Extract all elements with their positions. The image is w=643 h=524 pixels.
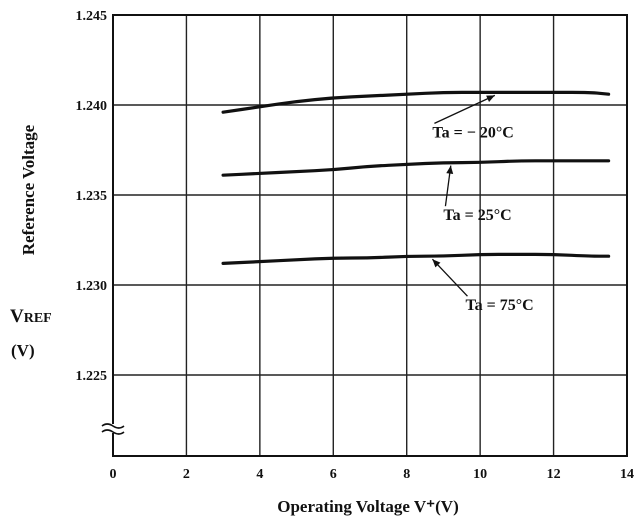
x-tick-label-7: 14 — [620, 467, 634, 482]
annotation-arrow-line-2 — [431, 258, 468, 297]
y-tick-label-1: 1.230 — [76, 279, 108, 294]
x-tick-label-5: 10 — [473, 467, 487, 482]
x-tick-label-1: 2 — [183, 467, 190, 482]
series-line-1 — [221, 159, 611, 177]
series-line-0 — [221, 90, 611, 114]
annotation-arrow-line-0 — [434, 94, 496, 124]
y-tick-label-2: 1.235 — [76, 189, 108, 204]
annotation-arrow-head-0 — [486, 95, 495, 102]
x-tick-label-2: 4 — [256, 467, 263, 482]
y-axis-unit: (V) — [11, 341, 35, 360]
annotation-label-1: Ta = 25°C — [443, 207, 511, 224]
plot-frame — [112, 14, 628, 457]
x-tick-label-3: 6 — [330, 467, 337, 482]
x-tick-labels: 0 2 4 6 8 10 12 14 — [110, 467, 635, 482]
y-axis-break — [101, 423, 125, 435]
y-tick-label-4: 1.245 — [76, 9, 108, 24]
axis-break-gap — [105, 424, 121, 433]
x-tick-label-6: 12 — [547, 467, 561, 482]
y-tick-label-3: 1.240 — [76, 99, 108, 114]
axis-break-mark-lower — [101, 429, 125, 435]
x-tick-label-0: 0 — [110, 467, 117, 482]
series-line-2 — [221, 252, 611, 265]
x-axis-label: Operating Voltage V⁺(V) — [277, 497, 459, 516]
y-axis-label: Reference Voltage — [19, 124, 38, 255]
y-tick-label-0: 1.225 — [76, 369, 108, 384]
y-axis-symbol-sub: REF — [24, 311, 52, 326]
y-tick-labels: 1.225 1.230 1.235 1.240 1.245 — [76, 9, 108, 384]
grid-lines — [113, 15, 627, 456]
y-axis-symbol: VREF — [10, 306, 52, 327]
annotation-label-2: Ta = 75°C — [465, 297, 533, 314]
annotation-label-0: Ta = − 20°C — [432, 124, 513, 141]
series-annotations: Ta = − 20°C Ta = 25°C Ta = 75°C — [431, 94, 534, 314]
axis-break-mark-upper — [101, 423, 125, 429]
x-tick-label-4: 8 — [403, 467, 410, 482]
annotation-arrow-head-1 — [446, 165, 454, 174]
data-series — [221, 90, 611, 265]
annotation-arrow-head-2 — [432, 259, 441, 268]
y-axis-symbol-main: V — [10, 306, 24, 327]
